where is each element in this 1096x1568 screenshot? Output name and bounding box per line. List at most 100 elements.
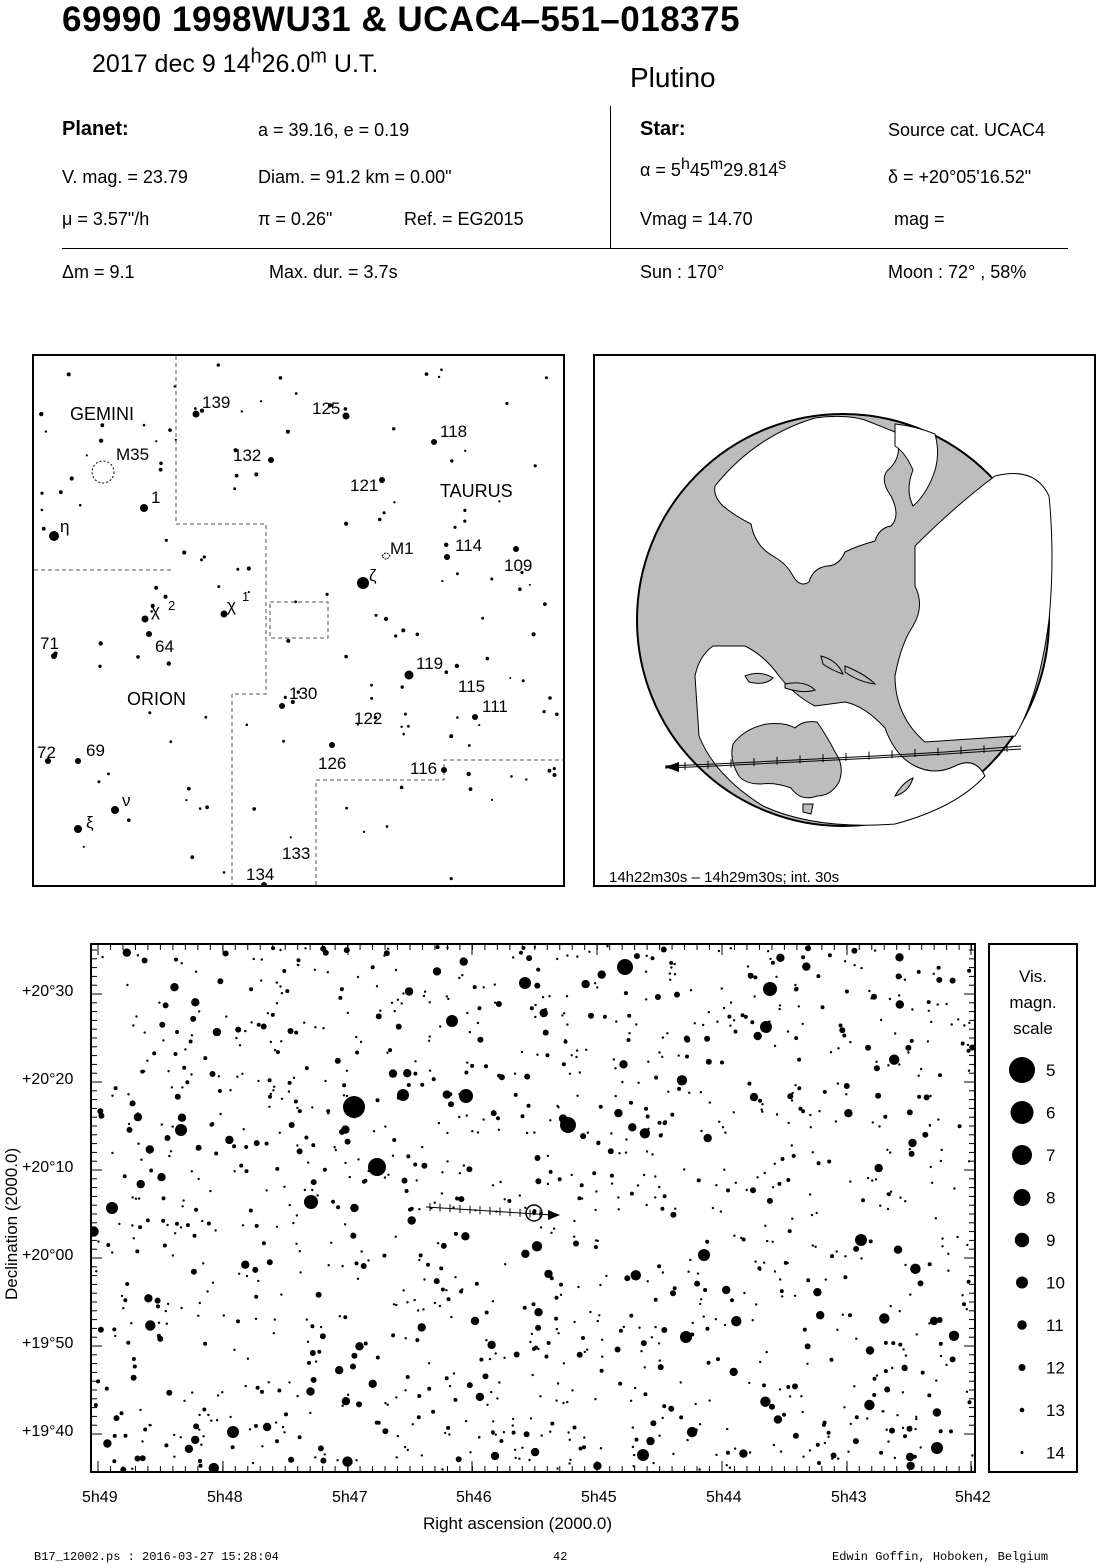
field-star <box>629 1399 633 1402</box>
field-star <box>427 1386 432 1391</box>
field-star <box>753 1031 762 1041</box>
field-star <box>566 1400 569 1404</box>
field-star <box>341 1404 344 1407</box>
field-star <box>174 957 178 962</box>
legend-dot <box>1017 1320 1027 1330</box>
field-star <box>802 962 811 971</box>
field-star <box>273 1048 277 1052</box>
field-star <box>843 1083 850 1089</box>
finder-star <box>444 554 450 560</box>
field-star <box>413 1162 418 1167</box>
field-star <box>791 1217 794 1220</box>
field-star <box>133 1112 143 1122</box>
field-star <box>844 1255 847 1258</box>
field-star <box>760 1396 771 1407</box>
field-star <box>466 1166 473 1173</box>
field-star <box>504 1263 507 1266</box>
field-star <box>521 1249 530 1258</box>
field-star <box>549 1430 552 1433</box>
field-star <box>650 956 655 961</box>
field-star <box>826 1430 831 1435</box>
field-star <box>940 1148 943 1152</box>
field-star <box>225 1015 228 1018</box>
field-star <box>893 1245 903 1254</box>
field-star <box>873 1065 880 1072</box>
field-star <box>566 954 569 957</box>
field-star <box>437 1121 441 1125</box>
field-star <box>305 1318 308 1321</box>
field-star <box>586 1348 589 1351</box>
field-star <box>539 1226 543 1229</box>
field-star <box>219 1112 222 1116</box>
field-star <box>687 1270 690 1273</box>
field-star <box>267 1078 272 1083</box>
field-star <box>558 1114 568 1123</box>
finder-star <box>247 591 250 594</box>
field-star <box>433 1201 436 1204</box>
field-star <box>555 1399 558 1402</box>
field-star <box>280 992 284 995</box>
field-star <box>763 1171 766 1175</box>
field-star <box>131 1467 134 1470</box>
finder-star <box>100 423 105 428</box>
field-star <box>485 1339 488 1342</box>
field-star <box>303 1021 306 1024</box>
field-star <box>720 987 723 990</box>
finder-star <box>49 531 59 541</box>
finder-star <box>449 877 453 881</box>
field-star <box>559 1282 563 1287</box>
field-star <box>404 1389 407 1392</box>
field-star <box>244 1029 247 1033</box>
field-star <box>576 955 579 958</box>
field-star <box>761 1110 764 1113</box>
field-star <box>114 1334 117 1338</box>
field-star <box>326 1109 331 1114</box>
field-star <box>171 1254 175 1257</box>
field-star <box>843 960 847 963</box>
field-star <box>873 949 877 952</box>
field-star <box>945 1363 948 1367</box>
finder-star <box>111 806 119 814</box>
finder-star <box>199 408 205 413</box>
field-star <box>448 1384 452 1388</box>
field-star <box>889 1190 893 1193</box>
max-duration: Max. dur. = 3.7s <box>269 262 398 282</box>
field-star <box>783 1260 788 1265</box>
finder-star <box>441 579 444 583</box>
finder-star <box>200 558 203 562</box>
finder-star <box>220 610 228 618</box>
field-star <box>749 1092 759 1102</box>
field-star <box>562 1362 566 1365</box>
finder-star <box>453 525 457 529</box>
legend-dot <box>1016 1276 1028 1289</box>
field-star <box>715 1453 718 1457</box>
field-star <box>853 1385 856 1388</box>
x-tick-label: 5h42 <box>955 1489 991 1506</box>
field-star <box>534 1015 537 1019</box>
field-star <box>521 1446 524 1449</box>
field-star <box>470 1316 480 1326</box>
field-star <box>390 1001 394 1004</box>
field-star <box>375 1355 380 1360</box>
field-star <box>753 975 758 980</box>
field-star <box>714 1318 717 1321</box>
field-star <box>762 1383 766 1388</box>
finder-star <box>472 714 478 720</box>
field-star <box>937 1118 940 1121</box>
field-star <box>775 1113 779 1116</box>
field-star <box>470 1063 475 1068</box>
field-star <box>222 1314 225 1317</box>
field-star <box>471 1130 474 1133</box>
field-star <box>917 1280 924 1287</box>
field-star <box>354 1261 359 1266</box>
field-star <box>452 1206 455 1209</box>
field-star <box>761 1103 764 1106</box>
field-star <box>908 1150 915 1157</box>
field-star <box>673 962 676 966</box>
field-star <box>557 1106 560 1109</box>
field-star <box>965 1390 969 1393</box>
field-star <box>431 1077 436 1082</box>
field-star <box>254 1294 259 1299</box>
finder-star <box>424 372 429 376</box>
field-star <box>97 1240 100 1243</box>
